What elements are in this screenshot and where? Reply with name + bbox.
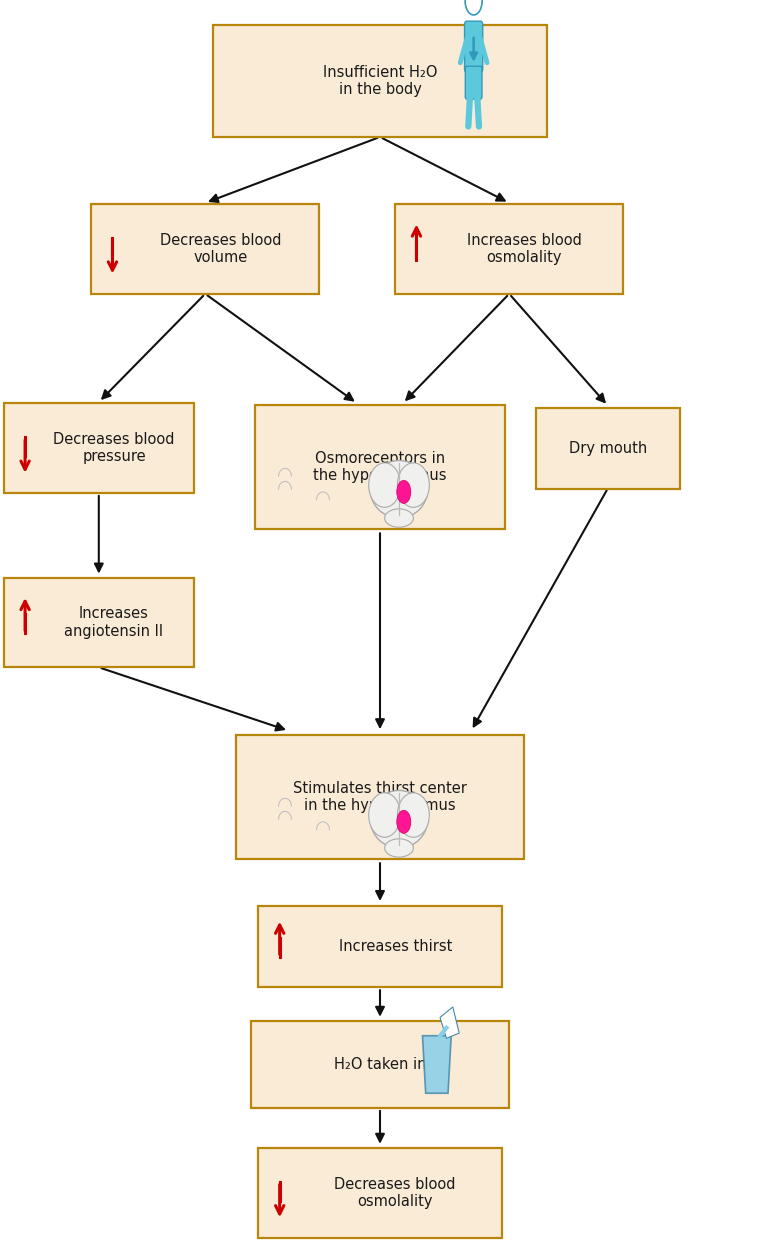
FancyBboxPatch shape	[91, 204, 319, 294]
Circle shape	[397, 810, 411, 833]
FancyBboxPatch shape	[395, 204, 623, 294]
Polygon shape	[423, 1036, 451, 1093]
Ellipse shape	[385, 509, 413, 527]
Text: Stimulates thirst center
in the hypothalamus: Stimulates thirst center in the hypothal…	[293, 781, 467, 813]
FancyBboxPatch shape	[258, 1148, 502, 1238]
FancyBboxPatch shape	[236, 735, 524, 859]
Text: Decreases blood
osmolality: Decreases blood osmolality	[334, 1177, 456, 1209]
FancyBboxPatch shape	[255, 405, 505, 529]
FancyBboxPatch shape	[258, 906, 502, 986]
Text: Decreases blood
volume: Decreases blood volume	[160, 233, 281, 265]
Circle shape	[465, 0, 482, 15]
Text: Increases blood
osmolality: Increases blood osmolality	[467, 233, 582, 265]
Ellipse shape	[397, 463, 429, 507]
FancyBboxPatch shape	[536, 407, 680, 488]
Text: Increases
angiotensin II: Increases angiotensin II	[65, 606, 163, 639]
FancyBboxPatch shape	[4, 403, 194, 493]
Text: H₂O taken in: H₂O taken in	[334, 1057, 426, 1072]
FancyBboxPatch shape	[251, 1021, 509, 1108]
FancyBboxPatch shape	[4, 578, 194, 667]
Text: Decreases blood
pressure: Decreases blood pressure	[53, 432, 175, 464]
Ellipse shape	[369, 463, 401, 507]
Ellipse shape	[370, 791, 428, 848]
FancyBboxPatch shape	[213, 25, 547, 137]
Ellipse shape	[397, 793, 429, 837]
Text: Dry mouth: Dry mouth	[569, 441, 647, 456]
FancyBboxPatch shape	[465, 66, 482, 100]
Ellipse shape	[385, 839, 413, 857]
Circle shape	[397, 481, 411, 503]
Polygon shape	[440, 1007, 459, 1038]
FancyBboxPatch shape	[464, 21, 483, 72]
Ellipse shape	[370, 461, 428, 518]
Text: Insufficient H₂O
in the body: Insufficient H₂O in the body	[323, 65, 437, 97]
Text: Increases thirst: Increases thirst	[338, 939, 452, 954]
Ellipse shape	[369, 793, 401, 837]
Text: Osmoreceptors in
the hypothalamus: Osmoreceptors in the hypothalamus	[313, 451, 447, 483]
